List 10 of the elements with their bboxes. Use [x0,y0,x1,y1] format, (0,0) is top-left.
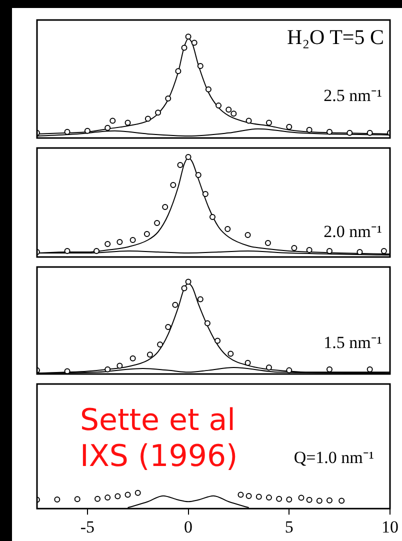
x-tick-label: 0 [184,517,193,536]
x-tick-label: 10 [382,517,398,536]
annotation: 1.5 nm⁻¹ [324,332,382,353]
text: Q=1.0 nm⁻¹ [294,447,374,468]
annotation: 2.5 nm⁻¹ [324,85,382,106]
x-tick-label: 5 [284,517,294,536]
x-tick-label: -5 [80,517,95,536]
annotation: 2.0 nm⁻¹ [324,221,382,242]
text: Sette et al IXS (1996) [80,403,239,475]
annotation: H₂O T=5 C [287,25,384,50]
